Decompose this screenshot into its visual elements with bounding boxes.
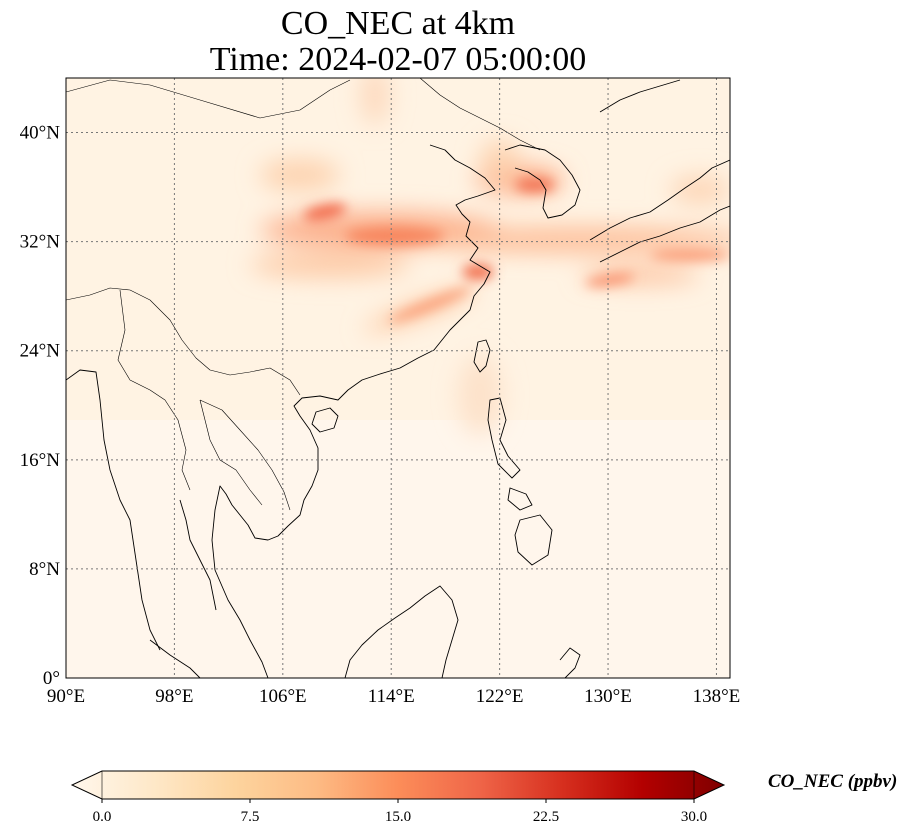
co-blob (361, 78, 389, 125)
chart-title-line-2: Time: 2024-02-07 05:00:00 (209, 41, 587, 78)
northeast-border (419, 78, 541, 151)
hainan-coastline (311, 407, 339, 433)
y-tick-label: 8°N (29, 559, 60, 580)
colorbar-ticks: 0.0 7.5 15.0 22.5 30.0 (93, 799, 707, 825)
chart-title-line-1: CO_NEC at 4km (280, 5, 516, 42)
co-hotspot (650, 249, 730, 261)
x-tick-label: 122°E (476, 686, 524, 707)
x-tick-label: 130°E (584, 686, 632, 707)
gulf-of-thailand-coast (179, 499, 217, 611)
country-border (199, 399, 291, 511)
y-tick-label: 24°N (20, 341, 61, 362)
map-plot-area (66, 78, 730, 678)
co-hotspot (585, 273, 635, 287)
co-hotspot (345, 227, 445, 245)
co-hotspots (303, 178, 730, 323)
coastlines (66, 78, 730, 678)
borneo-coastline (344, 585, 459, 678)
y-tick-label: 40°N (20, 123, 61, 144)
visayas-coastline (507, 487, 533, 511)
co-hotspot (303, 203, 347, 221)
luzon-coastline (487, 397, 521, 479)
y-axis-labels: 0° 8°N 16°N 24°N 32°N 40°N (20, 123, 61, 689)
co-hotspot (515, 178, 555, 192)
colorbar-body (70, 770, 726, 800)
japan-coastline-south (599, 205, 730, 263)
country-border (66, 287, 301, 396)
mainland-coastline (211, 144, 496, 678)
colorbar-tick-label: 30.0 (681, 809, 707, 825)
colorbar-label: CO_NEC (ppbv) (768, 771, 898, 792)
country-border (117, 289, 191, 491)
taiwan-coastline (473, 339, 491, 373)
gridlines (66, 78, 730, 678)
korea-coastline (504, 144, 581, 219)
mindanao-coastline (514, 514, 553, 566)
mongolia-border (66, 79, 351, 119)
x-tick-label: 138°E (693, 686, 741, 707)
map-frame (65, 77, 731, 679)
colorbar-tick-label: 0.0 (93, 809, 112, 825)
co-blob (410, 228, 730, 252)
sulawesi-coastline (559, 647, 581, 678)
x-tick-label: 90°E (47, 686, 85, 707)
x-tick-label: 114°E (368, 686, 415, 707)
colorbar-tick-label: 7.5 (241, 809, 260, 825)
x-axis-labels: 90°E 98°E 106°E 114°E 122°E 130°E 138°E (47, 686, 740, 707)
co-hotspot (388, 287, 472, 323)
co-blob (458, 355, 502, 435)
co-blob (260, 159, 340, 191)
y-tick-label: 16°N (20, 450, 61, 471)
sumatra-coastline (149, 639, 201, 678)
colorbar-tick-label: 15.0 (385, 809, 411, 825)
x-tick-label: 106°E (259, 686, 307, 707)
country-border (199, 399, 263, 506)
y-tick-label: 0° (43, 668, 60, 689)
southern-background (66, 420, 730, 678)
colorbar: 0.0 7.5 15.0 22.5 30.0 (70, 770, 726, 825)
colorbar-tick-label: 22.5 (533, 809, 559, 825)
myanmar-coast (66, 369, 161, 651)
co-hotspot (462, 264, 494, 280)
co-blob (670, 176, 730, 204)
x-tick-label: 98°E (155, 686, 193, 707)
russia-coast (599, 79, 681, 113)
y-tick-label: 32°N (20, 232, 61, 253)
co-blob (250, 253, 410, 277)
japan-coastline (589, 159, 730, 241)
